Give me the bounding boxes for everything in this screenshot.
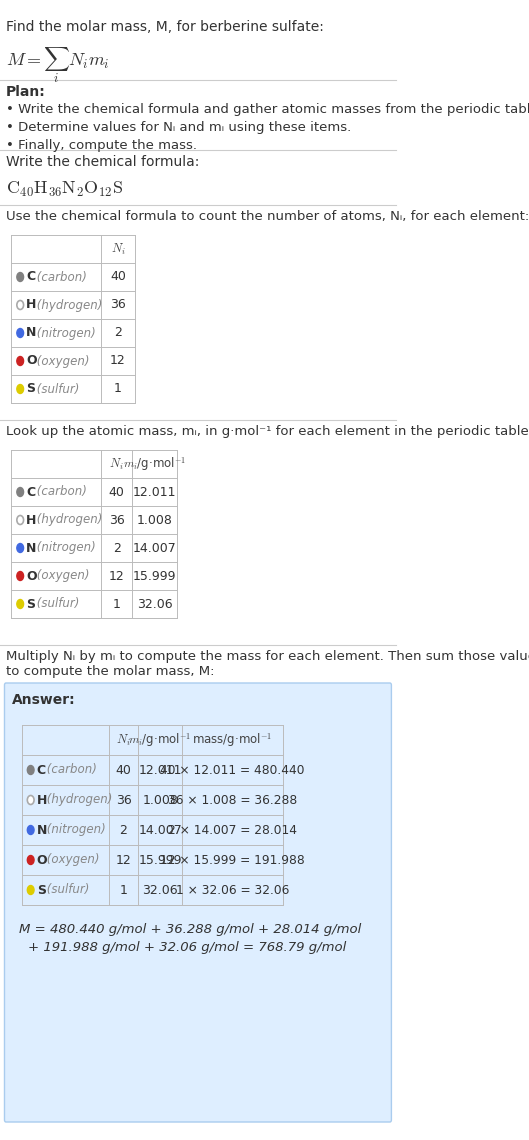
Text: (oxygen): (oxygen) bbox=[43, 854, 100, 866]
Text: H: H bbox=[26, 513, 37, 527]
Text: 15.999: 15.999 bbox=[133, 570, 177, 583]
Text: (sulfur): (sulfur) bbox=[33, 597, 79, 611]
Text: $M = \sum_i N_i m_i$: $M = \sum_i N_i m_i$ bbox=[6, 44, 110, 84]
Text: N: N bbox=[26, 326, 37, 340]
Text: 1: 1 bbox=[120, 884, 127, 896]
Circle shape bbox=[17, 515, 24, 524]
Text: O: O bbox=[37, 854, 47, 866]
Text: 32.06: 32.06 bbox=[142, 884, 178, 896]
Circle shape bbox=[17, 544, 24, 553]
Text: (oxygen): (oxygen) bbox=[33, 570, 89, 583]
Text: 40: 40 bbox=[115, 764, 131, 776]
Text: (sulfur): (sulfur) bbox=[33, 383, 79, 396]
Text: 2: 2 bbox=[120, 823, 127, 837]
Text: (hydrogen): (hydrogen) bbox=[43, 793, 113, 806]
Text: $m_i$/g·mol$^{-1}$: $m_i$/g·mol$^{-1}$ bbox=[123, 455, 187, 473]
Text: 15.999: 15.999 bbox=[139, 854, 182, 866]
Text: 14.007: 14.007 bbox=[133, 542, 177, 554]
Text: S: S bbox=[26, 383, 35, 396]
Circle shape bbox=[17, 384, 24, 393]
Text: (nitrogen): (nitrogen) bbox=[33, 542, 96, 554]
Text: 2: 2 bbox=[114, 326, 122, 340]
Circle shape bbox=[17, 357, 24, 366]
Text: Multiply Nᵢ by mᵢ to compute the mass for each element. Then sum those values: Multiply Nᵢ by mᵢ to compute the mass fo… bbox=[6, 650, 529, 663]
Text: $N_i$: $N_i$ bbox=[111, 242, 125, 256]
Text: mass/g·mol$^{-1}$: mass/g·mol$^{-1}$ bbox=[192, 731, 272, 749]
Text: (hydrogen): (hydrogen) bbox=[33, 513, 102, 527]
Text: + 191.988 g/mol + 32.06 g/mol = 768.79 g/mol: + 191.988 g/mol + 32.06 g/mol = 768.79 g… bbox=[29, 940, 346, 954]
Text: 1 × 32.06 = 32.06: 1 × 32.06 = 32.06 bbox=[176, 884, 289, 896]
Text: Find the molar mass, M, for berberine sulfate:: Find the molar mass, M, for berberine su… bbox=[6, 21, 324, 34]
Text: (nitrogen): (nitrogen) bbox=[43, 823, 106, 837]
Circle shape bbox=[28, 825, 34, 834]
Circle shape bbox=[28, 855, 34, 864]
Circle shape bbox=[28, 796, 34, 805]
Text: • Determine values for Nᵢ and mᵢ using these items.: • Determine values for Nᵢ and mᵢ using t… bbox=[6, 121, 351, 135]
Text: Use the chemical formula to count the number of atoms, Nᵢ, for each element:: Use the chemical formula to count the nu… bbox=[6, 210, 529, 223]
Text: H: H bbox=[26, 299, 37, 311]
Text: 36: 36 bbox=[110, 299, 126, 311]
Text: (hydrogen): (hydrogen) bbox=[33, 299, 102, 311]
Text: • Write the chemical formula and gather atomic masses from the periodic table.: • Write the chemical formula and gather … bbox=[6, 103, 529, 116]
Text: (oxygen): (oxygen) bbox=[33, 355, 89, 367]
Text: 1: 1 bbox=[113, 597, 121, 611]
Text: 14.007: 14.007 bbox=[138, 823, 182, 837]
Text: $N_i$: $N_i$ bbox=[110, 456, 124, 472]
Text: S: S bbox=[37, 884, 45, 896]
Text: $\mathrm{C_{40}H_{36}N_2O_{12}S}$: $\mathrm{C_{40}H_{36}N_2O_{12}S}$ bbox=[6, 180, 123, 200]
Circle shape bbox=[28, 886, 34, 895]
Text: 1.008: 1.008 bbox=[137, 513, 173, 527]
Text: 12: 12 bbox=[109, 570, 125, 583]
Text: N: N bbox=[37, 823, 47, 837]
Text: (sulfur): (sulfur) bbox=[43, 884, 90, 896]
Text: Look up the atomic mass, mᵢ, in g·mol⁻¹ for each element in the periodic table:: Look up the atomic mass, mᵢ, in g·mol⁻¹ … bbox=[6, 425, 529, 438]
Text: Plan:: Plan: bbox=[6, 86, 45, 99]
Circle shape bbox=[17, 328, 24, 337]
Text: 40 × 12.011 = 480.440: 40 × 12.011 = 480.440 bbox=[160, 764, 305, 776]
Text: C: C bbox=[26, 486, 35, 498]
Text: Answer:: Answer: bbox=[12, 693, 76, 707]
Circle shape bbox=[17, 272, 24, 282]
Text: M = 480.440 g/mol + 36.288 g/mol + 28.014 g/mol: M = 480.440 g/mol + 36.288 g/mol + 28.01… bbox=[20, 923, 362, 936]
Text: 1.008: 1.008 bbox=[142, 793, 178, 806]
Text: Write the chemical formula:: Write the chemical formula: bbox=[6, 155, 199, 169]
Text: 12: 12 bbox=[110, 355, 126, 367]
Text: (carbon): (carbon) bbox=[43, 764, 97, 776]
Text: 12 × 15.999 = 191.988: 12 × 15.999 = 191.988 bbox=[160, 854, 305, 866]
Text: 40: 40 bbox=[110, 270, 126, 284]
Text: O: O bbox=[26, 570, 37, 583]
Text: $N_i$: $N_i$ bbox=[116, 732, 131, 748]
Text: 36: 36 bbox=[116, 793, 131, 806]
Text: 2 × 14.007 = 28.014: 2 × 14.007 = 28.014 bbox=[168, 823, 297, 837]
Text: S: S bbox=[26, 597, 35, 611]
Text: • Finally, compute the mass.: • Finally, compute the mass. bbox=[6, 139, 197, 152]
Text: H: H bbox=[37, 793, 47, 806]
Text: 12.011: 12.011 bbox=[139, 764, 182, 776]
Text: (carbon): (carbon) bbox=[33, 270, 87, 284]
Text: 2: 2 bbox=[113, 542, 121, 554]
FancyBboxPatch shape bbox=[4, 683, 391, 1122]
Circle shape bbox=[28, 765, 34, 774]
Text: O: O bbox=[26, 355, 37, 367]
Text: to compute the molar mass, M:: to compute the molar mass, M: bbox=[6, 665, 214, 678]
Text: 12.011: 12.011 bbox=[133, 486, 177, 498]
Text: C: C bbox=[26, 270, 35, 284]
Text: 36: 36 bbox=[109, 513, 125, 527]
Text: (carbon): (carbon) bbox=[33, 486, 87, 498]
Circle shape bbox=[17, 301, 24, 309]
Text: 40: 40 bbox=[109, 486, 125, 498]
Circle shape bbox=[17, 600, 24, 609]
Text: 32.06: 32.06 bbox=[137, 597, 173, 611]
Text: 36 × 1.008 = 36.288: 36 × 1.008 = 36.288 bbox=[168, 793, 297, 806]
Text: (nitrogen): (nitrogen) bbox=[33, 326, 96, 340]
Text: $m_i$/g·mol$^{-1}$: $m_i$/g·mol$^{-1}$ bbox=[129, 731, 192, 749]
Text: 12: 12 bbox=[116, 854, 131, 866]
Text: C: C bbox=[37, 764, 46, 776]
Text: N: N bbox=[26, 542, 37, 554]
Circle shape bbox=[17, 488, 24, 497]
Text: 1: 1 bbox=[114, 383, 122, 396]
Circle shape bbox=[17, 571, 24, 580]
